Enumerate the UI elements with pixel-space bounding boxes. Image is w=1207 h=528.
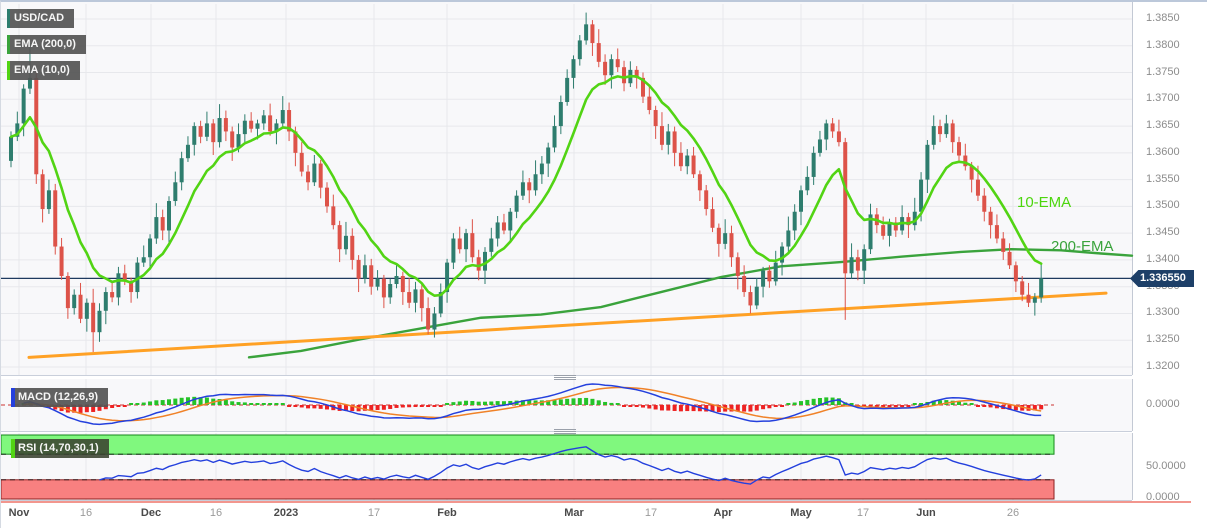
time-axis-label: 17: [856, 507, 870, 519]
time-axis-label: 17: [644, 507, 658, 519]
rsi-overbought-band: [1, 434, 1055, 455]
axis-top-line: [1, 501, 1191, 503]
macd-axis-label: 0.0000: [1146, 398, 1180, 410]
time-axis-label: 2023: [273, 507, 299, 519]
rsi-chart[interactable]: [1, 433, 1132, 500]
ema10-badge[interactable]: EMA (10,0): [7, 61, 80, 80]
200-ema-annotation: 200-EMA: [1051, 238, 1114, 255]
time-axis-label: 16: [79, 507, 93, 519]
rsi-badge[interactable]: RSI (14,70,30,1): [11, 439, 109, 458]
time-axis-label: 17: [367, 507, 381, 519]
rsi-label: RSI (14,70,30,1): [18, 442, 99, 454]
price-axis-label: 1.3700: [1146, 92, 1180, 105]
macd-accent: [11, 388, 15, 407]
rsi-axis-low-label: 0.0000: [1146, 491, 1180, 503]
current-price-tag: 1.336550: [1130, 270, 1194, 287]
rsi-axis-mid-label: 50.0000: [1146, 460, 1186, 472]
time-axis-label: Jun: [916, 507, 936, 519]
symbol-badge[interactable]: USD/CAD: [7, 9, 75, 28]
ema10-label: EMA (10,0): [14, 64, 70, 76]
ema200-label: EMA (200,0): [14, 38, 76, 50]
candlestick-chart[interactable]: [1, 2, 1134, 375]
price-axis-label: 1.3650: [1146, 119, 1180, 132]
price-axis-label: 1.3550: [1146, 172, 1180, 185]
price-axis-label: 1.3600: [1146, 145, 1180, 158]
macd-signal-line: [23, 386, 1042, 422]
time-axis-label: Feb: [437, 507, 457, 519]
ema200-line: [247, 248, 1134, 359]
ema10-accent: [7, 61, 10, 80]
ema200-badge[interactable]: EMA (200,0): [7, 35, 86, 54]
macd-chart[interactable]: [1, 379, 1132, 431]
price-axis-label: 1.3750: [1146, 65, 1180, 78]
price-axis-label: 1.3850: [1146, 12, 1180, 24]
main-price-panel[interactable]: [1, 2, 1133, 375]
candlestick-series: [9, 12, 1044, 353]
rsi-resize-handle[interactable]: [554, 428, 576, 435]
panel-separator: [1, 500, 1132, 501]
time-axis-label: May: [790, 507, 812, 519]
macd-badge[interactable]: MACD (12,26,9): [11, 388, 109, 407]
ema10-line: [9, 74, 1043, 297]
price-axis-label: 1.3500: [1146, 199, 1180, 212]
time-axis-label: Mar: [564, 507, 584, 519]
price-axis-label: 1.3300: [1146, 306, 1180, 319]
time-axis-label: 26: [1006, 507, 1020, 519]
price-axis-label: 1.3800: [1146, 38, 1180, 51]
time-axis-label: Dec: [140, 507, 162, 519]
price-axis-label: 1.3450: [1146, 226, 1180, 239]
time-axis-label: 16: [209, 507, 223, 519]
rsi-line: [99, 446, 1042, 485]
price-axis-label: 1.3200: [1146, 360, 1180, 372]
price-axis-label: 1.3250: [1146, 333, 1180, 346]
symbol-label: USD/CAD: [14, 12, 65, 24]
time-axis-label: Apr: [713, 507, 733, 519]
macd-resize-handle[interactable]: [554, 374, 576, 381]
trendline: [27, 291, 1108, 359]
macd-label: MACD (12,26,9): [18, 391, 99, 403]
rsi-accent: [11, 439, 15, 458]
price-axis-label: 1.3400: [1146, 252, 1180, 265]
time-axis-label: Nov: [8, 507, 30, 519]
10-ema-annotation: 10-EMA: [1017, 194, 1072, 211]
symbol-accent: [7, 9, 10, 28]
macd-line: [23, 383, 1042, 426]
ema200-accent: [7, 35, 10, 54]
rsi-oversold-band: [1, 479, 1055, 500]
